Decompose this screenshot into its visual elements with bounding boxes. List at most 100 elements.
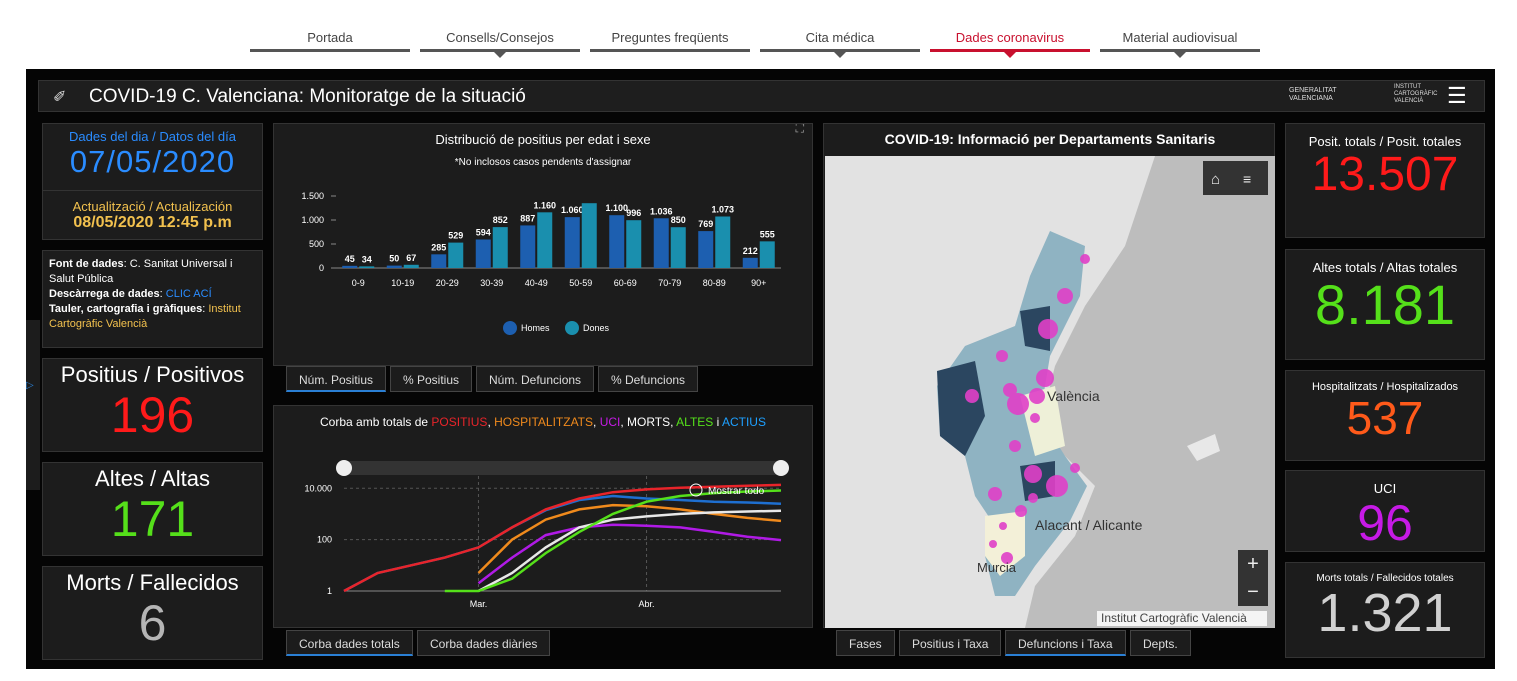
source-label: Descàrrega de dades — [49, 288, 160, 300]
value-label: 1.160 — [533, 200, 556, 210]
map-tools[interactable] — [1203, 161, 1268, 195]
x-tick-label: 50-59 — [569, 278, 592, 288]
nav-arrow — [1004, 52, 1016, 58]
x-tick-label: 90+ — [751, 278, 766, 288]
bar — [626, 220, 642, 268]
tab[interactable]: Núm. Defuncions — [476, 366, 595, 392]
value-label: 769 — [698, 219, 713, 229]
value-label: 1.036 — [650, 206, 673, 216]
logo-text: VALENCIANA — [1289, 95, 1333, 102]
slider-handle[interactable] — [336, 460, 352, 476]
title-part: HOSPITALITZATS — [494, 415, 593, 429]
title-part: , — [593, 415, 600, 429]
source-line: Tauler, cartografia i gràfiques: Institu… — [49, 302, 256, 332]
title-part: ACTIUS — [722, 415, 766, 429]
nav-item[interactable]: Cita médica — [760, 30, 920, 52]
x-tick-label: 40-49 — [525, 278, 548, 288]
x-tick-label: 0-9 — [352, 278, 365, 288]
indicator-label: Altes totals / Altas totales — [1312, 260, 1458, 275]
value-label: 1.060 — [561, 205, 584, 215]
tab[interactable]: % Positius — [390, 366, 473, 392]
indicator-value: 8.181 — [1314, 273, 1456, 336]
zoom-control[interactable] — [1238, 550, 1268, 606]
source-label: Font de dades — [49, 258, 124, 270]
department — [937, 361, 985, 456]
tab[interactable]: % Defuncions — [598, 366, 699, 392]
markers — [965, 254, 1090, 564]
expand-icon[interactable]: ⛶ — [795, 121, 805, 135]
bar — [431, 254, 447, 268]
tab[interactable]: Positius i Taxa — [899, 630, 1002, 656]
title-part: i — [713, 415, 722, 429]
slider-handle[interactable] — [773, 460, 789, 476]
value-label: 34 — [362, 254, 372, 264]
y-tick-label: 500 — [309, 239, 324, 249]
indicator-value: 196 — [110, 387, 195, 443]
bar — [342, 265, 358, 268]
nav-item[interactable]: Consells/Consejos — [420, 30, 580, 52]
source-value: Institut Cartogràfic Valencià — [49, 303, 241, 330]
logo: INSTITUT CARTOGRÀFIC VALENCIÀ — [1394, 84, 1437, 105]
value-label: 887 — [520, 213, 535, 223]
value-label: 285 — [431, 242, 446, 252]
logo-text: GENERALITAT — [1289, 87, 1337, 94]
tab[interactable]: Corba dades totals — [286, 630, 413, 656]
department — [1020, 386, 1065, 456]
indicator-value: 96 — [1357, 495, 1413, 551]
indicator-value: 6 — [138, 595, 167, 651]
tab[interactable]: Núm. Positius — [286, 366, 387, 392]
logo-text: INSTITUT — [1394, 84, 1421, 90]
indicator-label: Hospitalitzats / Hospitalizados — [1311, 381, 1459, 393]
icon: ✐ — [53, 89, 67, 106]
indicator-value: 1.321 — [1317, 583, 1453, 643]
tab[interactable]: Depts. — [1130, 630, 1191, 656]
nav-arrow — [1174, 52, 1186, 58]
chart-title: Corba amb totals de POSITIUS, HOSPITALIT… — [320, 415, 766, 429]
nav-item[interactable]: Material audiovisual — [1100, 30, 1260, 52]
bar — [492, 227, 508, 268]
zoom-label[interactable]: Mostrar todo — [708, 486, 765, 497]
title-part: Corba amb totals de — [320, 415, 431, 429]
zoom-icon[interactable] — [689, 483, 703, 497]
logo: GENERALITAT VALENCIANA — [1289, 87, 1337, 103]
nav-item[interactable]: Dades coronavirus — [930, 30, 1090, 52]
series-line — [477, 503, 782, 574]
menu-button[interactable]: ☰ — [1447, 83, 1467, 108]
x-tick-label: 70-79 — [658, 278, 681, 288]
legend-swatch — [503, 321, 517, 335]
legend-icon[interactable]: ≡ — [1243, 171, 1251, 187]
bar — [386, 265, 402, 268]
indicator: Hospitalitzats / Hospitalizados 537 — [1285, 370, 1485, 461]
header-bar: ✐ COVID-19 C. Valenciana: Monitoratge de… — [38, 80, 1485, 112]
x-tick-label: 60-69 — [614, 278, 637, 288]
y-tick-label: 1 — [327, 586, 332, 596]
x-tick-label: Mar. — [470, 599, 488, 609]
y-tick-label: 10.000 — [304, 483, 332, 493]
title-part: , MORTS, — [620, 415, 676, 429]
value-label: 1.100 — [605, 203, 628, 213]
nav-item[interactable]: Preguntes freqüents — [590, 30, 750, 52]
tab[interactable]: Corba dades diàries — [417, 630, 551, 656]
source-line: Font de dades: C. Sanitat Universal i Sa… — [49, 257, 256, 287]
line-chart: Corba amb totals de POSITIUS, HOSPITALIT… — [304, 415, 789, 609]
zoom-out[interactable]: − — [1247, 581, 1259, 603]
value-label: 852 — [493, 215, 508, 225]
zoom-in[interactable]: + — [1247, 553, 1259, 575]
source-sep: : — [123, 258, 130, 270]
source-value[interactable]: CLIC ACÍ — [165, 288, 212, 300]
logo-text: VALENCIÀ — [1394, 98, 1424, 104]
side-toggle[interactable]: ▷ — [26, 320, 40, 490]
tab[interactable]: Fases — [836, 630, 895, 656]
tab[interactable]: Defuncions i Taxa — [1005, 630, 1126, 656]
x-tick-label: 10-19 — [391, 278, 414, 288]
source-label: Tauler, cartografia i gràfiques — [49, 303, 203, 315]
nav-item[interactable]: Portada — [250, 30, 410, 52]
sources-panel: Font de dades: C. Sanitat Universal i Sa… — [42, 250, 263, 348]
home-icon[interactable]: ⌂ — [1211, 171, 1220, 188]
legend-label: Homes — [521, 323, 550, 333]
y-tick-label: 0 — [319, 263, 324, 273]
range-slider[interactable] — [344, 461, 781, 475]
indicator-label: Morts / Fallecidos — [66, 570, 239, 595]
series-line — [477, 523, 782, 585]
source-sep: : — [202, 303, 209, 315]
